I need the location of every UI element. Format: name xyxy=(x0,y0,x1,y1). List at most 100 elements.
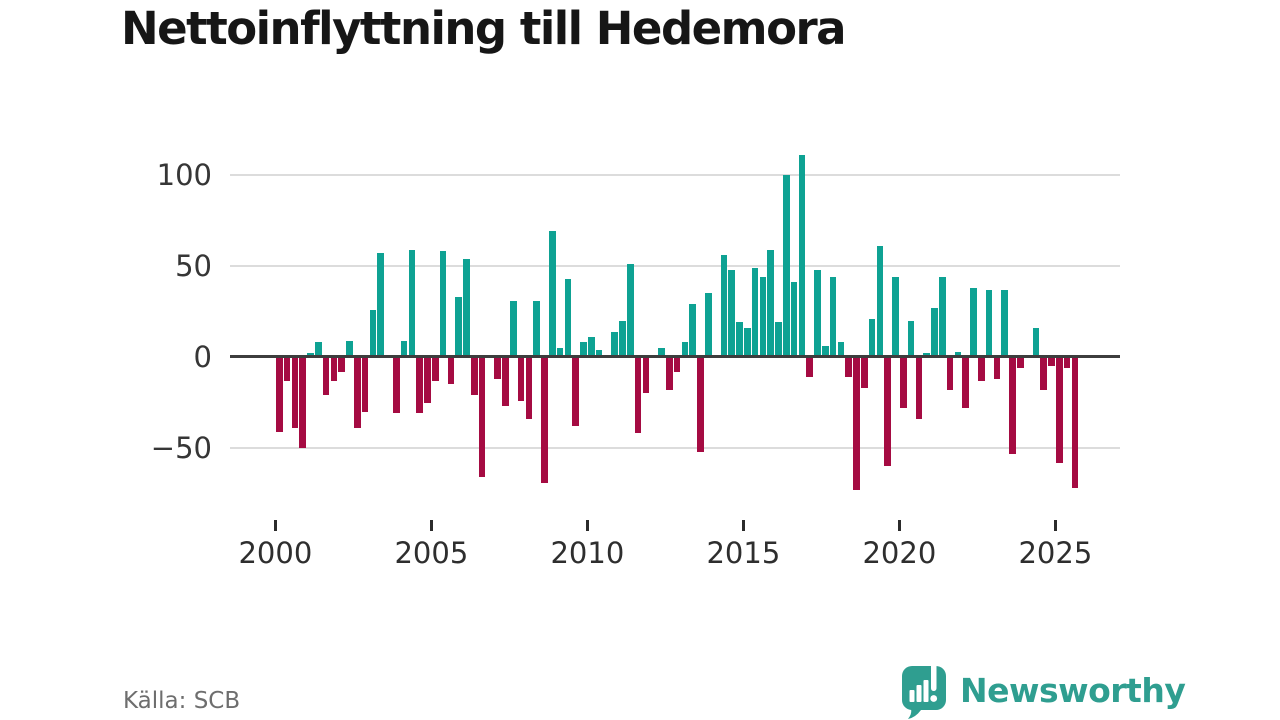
newsworthy-logo[interactable]: Newsworthy xyxy=(898,662,1186,719)
bar xyxy=(642,357,650,394)
bar xyxy=(790,282,798,357)
bar xyxy=(619,320,626,357)
bar xyxy=(541,357,548,483)
bar xyxy=(533,300,540,357)
bar xyxy=(853,357,860,490)
bar xyxy=(369,309,377,357)
bar xyxy=(970,287,977,357)
bar xyxy=(939,276,946,357)
bar xyxy=(634,357,642,434)
bar xyxy=(447,357,455,385)
bar xyxy=(502,357,509,407)
bar xyxy=(962,357,969,408)
bar xyxy=(1040,357,1047,390)
x-axis-zero-line xyxy=(230,355,1120,358)
bar xyxy=(868,318,876,357)
bar xyxy=(393,357,400,414)
y-axis-label: 100 xyxy=(156,158,212,192)
bar xyxy=(494,357,501,379)
bar xyxy=(1032,327,1040,357)
x-axis-label: 2020 xyxy=(862,536,937,570)
bar xyxy=(463,258,470,357)
bar xyxy=(556,347,564,357)
bar xyxy=(673,357,681,372)
bar xyxy=(744,327,751,357)
bar xyxy=(588,337,595,357)
bar xyxy=(775,322,782,357)
x-axis-label: 2005 xyxy=(394,536,469,570)
bar xyxy=(549,231,556,357)
x-axis-label: 2000 xyxy=(238,536,313,570)
bar xyxy=(759,276,767,357)
x-axis-label: 2015 xyxy=(706,536,781,570)
bar xyxy=(798,155,806,357)
bar xyxy=(330,357,338,381)
bar xyxy=(697,357,704,452)
bar xyxy=(915,357,923,419)
x-axis-tick xyxy=(429,520,433,531)
bar xyxy=(564,278,572,357)
x-axis-tick xyxy=(741,520,745,531)
bar xyxy=(276,357,283,432)
bar xyxy=(931,307,938,357)
bar xyxy=(783,175,790,357)
newsworthy-wordmark: Newsworthy xyxy=(960,671,1186,710)
bar xyxy=(299,357,306,448)
bar xyxy=(954,351,962,357)
bar xyxy=(322,357,330,396)
bar xyxy=(751,267,759,357)
y-axis-label: 50 xyxy=(175,249,212,283)
bar xyxy=(689,304,696,357)
bar xyxy=(907,320,915,357)
bar xyxy=(837,342,845,357)
bar xyxy=(845,357,852,377)
bar xyxy=(572,357,579,427)
bar xyxy=(1048,357,1055,367)
bar xyxy=(1056,357,1063,463)
bar xyxy=(985,289,993,357)
source-label: Källa: SCB xyxy=(123,688,241,714)
bar xyxy=(1001,289,1008,357)
bar xyxy=(861,357,868,388)
bar xyxy=(361,357,369,412)
gridline xyxy=(230,265,1120,267)
bar xyxy=(432,357,439,381)
bar xyxy=(876,246,884,357)
bar xyxy=(400,340,408,357)
bar xyxy=(338,357,345,372)
bar xyxy=(993,357,1001,379)
bar xyxy=(627,264,634,357)
bar xyxy=(471,357,478,396)
bar xyxy=(1071,357,1079,488)
x-axis-tick xyxy=(897,520,901,531)
x-axis-tick xyxy=(1053,520,1057,531)
bar xyxy=(1017,357,1024,368)
bar xyxy=(377,253,384,357)
bar xyxy=(354,357,361,428)
x-axis-label: 2010 xyxy=(550,536,625,570)
bar xyxy=(884,357,891,467)
bar xyxy=(658,347,665,357)
bar xyxy=(1009,357,1016,454)
bar xyxy=(806,357,813,377)
bar xyxy=(892,276,899,357)
y-axis-label: −50 xyxy=(150,431,212,465)
bar xyxy=(946,357,954,390)
bar xyxy=(315,342,322,357)
page-title: Nettoinflyttning till Hedemora xyxy=(121,2,847,55)
bar xyxy=(611,331,618,357)
bar xyxy=(728,269,735,357)
bar xyxy=(666,357,673,390)
bar xyxy=(595,349,603,357)
bar xyxy=(416,357,423,414)
x-axis-label: 2025 xyxy=(1018,536,1093,570)
bar xyxy=(900,357,907,408)
bar xyxy=(822,346,829,357)
bar xyxy=(283,357,291,381)
bar xyxy=(814,269,821,357)
bar-chart-speech-bubble-icon xyxy=(898,662,948,719)
bar xyxy=(580,342,587,357)
y-axis-label: 0 xyxy=(193,340,212,374)
